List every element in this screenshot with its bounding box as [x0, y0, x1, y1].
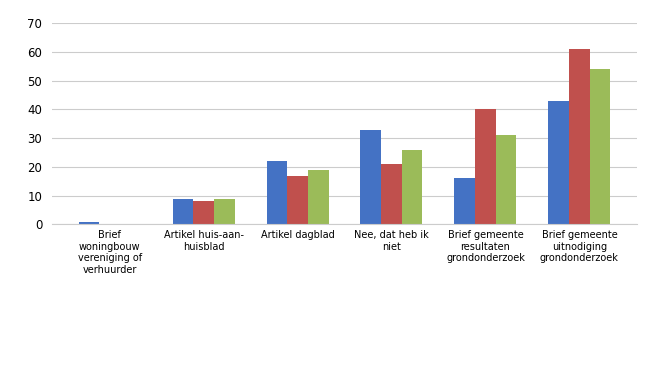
Bar [454, 178, 475, 224]
Bar [569, 49, 590, 224]
Bar [361, 130, 381, 224]
Bar [496, 135, 517, 224]
Bar [549, 101, 569, 224]
Bar [590, 69, 610, 224]
Bar [266, 161, 287, 224]
Bar [172, 199, 193, 224]
Bar [308, 170, 328, 224]
Bar [475, 110, 496, 224]
Bar [214, 199, 235, 224]
Bar [402, 150, 422, 224]
Bar [381, 164, 402, 224]
Bar [79, 222, 99, 224]
Bar [287, 176, 308, 224]
Bar [193, 202, 214, 224]
